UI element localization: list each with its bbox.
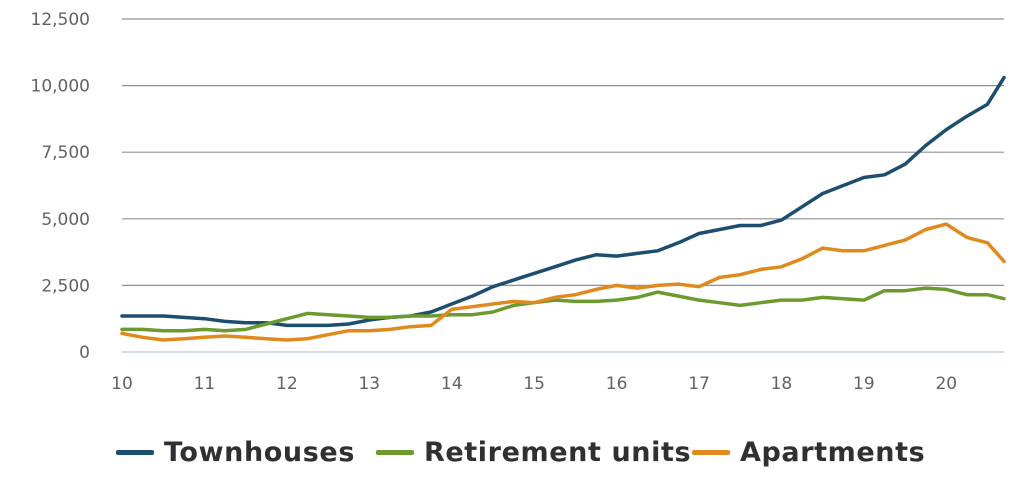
y-axis-ticks: 0 2,500 5,000 7,500 10,000 12,500: [31, 10, 90, 363]
series-lines: [120, 75, 1006, 342]
x-tick-label: 20: [935, 374, 957, 394]
gridlines: [122, 18, 1004, 353]
x-tick-label: 10: [111, 374, 133, 394]
legend-item-townhouses: Townhouses: [116, 432, 355, 472]
series-line-townhouses: [120, 75, 1006, 328]
x-tick-label: 18: [771, 374, 793, 394]
legend: Townhouses Retirement units Apartments: [0, 432, 1024, 472]
legend-label-townhouses: Townhouses: [164, 436, 355, 468]
y-tick-label: 5,000: [41, 210, 90, 230]
y-tick-label: 12,500: [31, 10, 90, 30]
legend-swatch-apartments: [692, 449, 730, 455]
x-tick-label: 11: [194, 374, 216, 394]
y-tick-label: 10,000: [31, 77, 90, 97]
x-tick-label: 16: [606, 374, 628, 394]
legend-item-apartments: Apartments: [692, 432, 925, 472]
y-tick-label: 7,500: [41, 143, 90, 163]
x-tick-label: 15: [523, 374, 545, 394]
legend-swatch-retirement-units: [376, 449, 414, 455]
y-tick-label: 0: [79, 343, 90, 363]
y-tick-label: 2,500: [41, 276, 90, 296]
x-tick-label: 14: [441, 374, 463, 394]
x-axis-ticks: 10 11 12 13 14 15 16 17 18 19 20: [111, 374, 957, 394]
x-tick-label: 12: [276, 374, 298, 394]
legend-label-apartments: Apartments: [740, 436, 926, 468]
legend-label-retirement-units: Retirement units: [424, 436, 692, 468]
x-tick-label: 19: [853, 374, 875, 394]
x-tick-label: 17: [688, 374, 710, 394]
legend-swatch-townhouses: [116, 449, 154, 455]
x-tick-label: 13: [358, 374, 380, 394]
series-line-apartments: [120, 222, 1006, 342]
series-line-retirement-units: [120, 286, 1006, 333]
legend-item-retirement-units: Retirement units: [376, 432, 691, 472]
